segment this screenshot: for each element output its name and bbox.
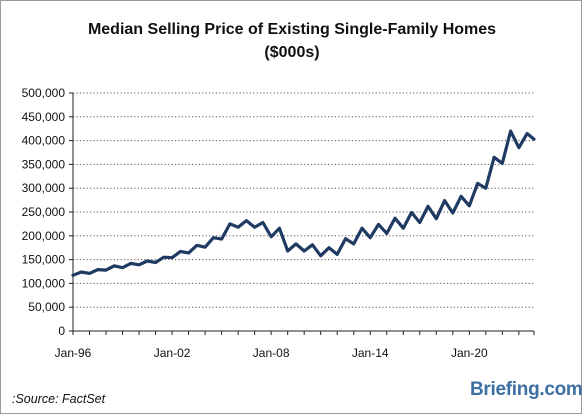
y-tick-label: 400,000: [22, 134, 66, 148]
x-tick-label: Jan-14: [352, 346, 389, 360]
y-tick-label: 150,000: [22, 253, 66, 267]
source-note: :Source: FactSet: [12, 392, 106, 406]
y-tick-label: 350,000: [22, 157, 66, 171]
x-tick-label: Jan-20: [451, 346, 488, 360]
y-tick-label: 100,000: [22, 276, 66, 290]
y-tick-label: 500,000: [22, 86, 66, 100]
series-line: [71, 129, 536, 277]
y-tick-label: 450,000: [22, 110, 66, 124]
y-tick-label: 200,000: [22, 229, 66, 243]
chart-title: Median Selling Price of Existing Single-…: [0, 18, 584, 64]
y-tick-label: 50,000: [28, 300, 65, 314]
y-tick-label: 300,000: [22, 181, 66, 195]
x-tick-label: Jan-08: [253, 346, 290, 360]
chart-subtitle: ($000s): [264, 44, 320, 61]
chart-title-line: Median Selling Price of Existing Single-…: [87, 21, 497, 38]
x-tick-label: Jan-02: [154, 346, 191, 360]
brand-logo: Briefing.com: [470, 379, 583, 400]
x-tick-label: Jan-96: [55, 346, 92, 360]
series-layer: [71, 129, 536, 277]
x-axis: Jan-96 Jan-02 Jan-08 Jan-14 Jan-20: [55, 330, 535, 360]
y-axis-ticks: 0 50,000 100,000 150,000 200,000 250,000 300,0…: [22, 86, 74, 338]
y-tick-label: 0: [58, 324, 65, 338]
y-tick-label: 250,000: [22, 205, 66, 219]
